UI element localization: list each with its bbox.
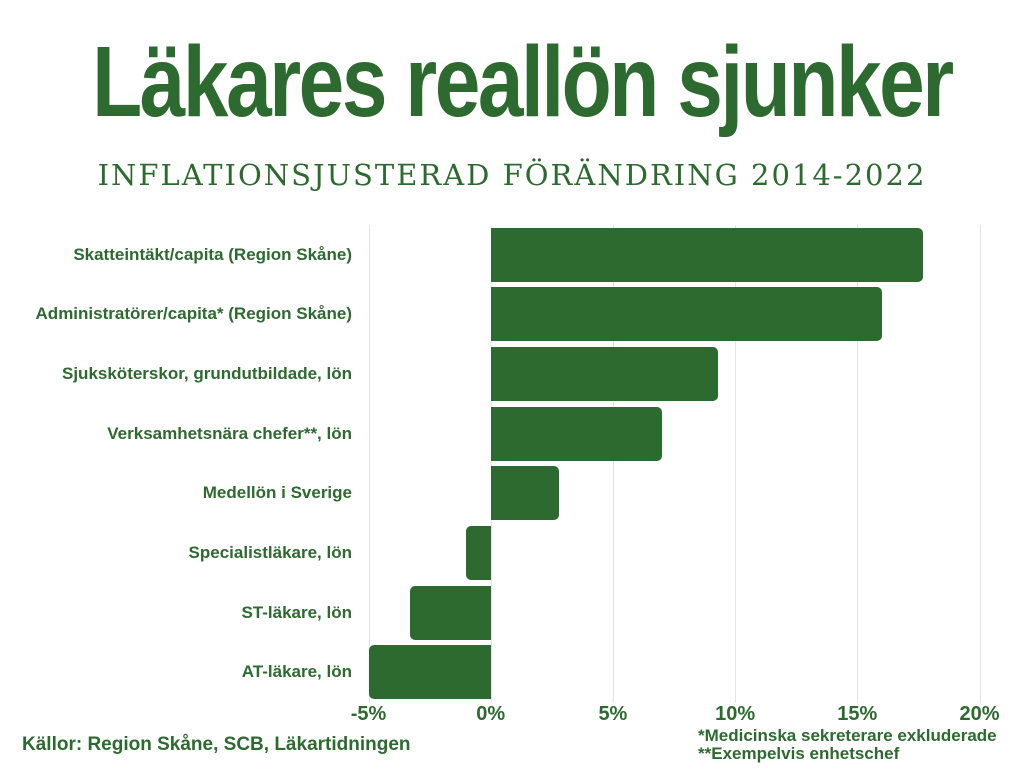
x-tick-label: 5% bbox=[598, 703, 628, 725]
bar-row-6 bbox=[410, 585, 491, 640]
bar-row-2 bbox=[490, 347, 718, 402]
footnote-medicinska: *Medicinska sekreterare exkluderade bbox=[698, 726, 997, 745]
sources-text: Källor: Region Skåne, SCB, Läkartidninge… bbox=[22, 734, 411, 755]
gridline-5% bbox=[612, 225, 614, 703]
bar-row-4 bbox=[490, 466, 560, 521]
footnote-exempelvis: **Exempelvis enhetschef bbox=[698, 744, 900, 764]
bar-row-0 bbox=[490, 227, 924, 282]
gridline-15% bbox=[857, 225, 859, 703]
footnotes-block: *Medicinska sekreterare exkluderade **Ex… bbox=[698, 726, 997, 764]
x-tick-label: 10% bbox=[715, 703, 756, 725]
x-tick-label: 0% bbox=[476, 703, 506, 725]
category-label: Administratörer/capita* (Region Skåne) bbox=[35, 304, 352, 324]
category-label: Medellön i Sverige bbox=[202, 483, 352, 503]
category-label: ST-läkare, lön bbox=[241, 602, 352, 622]
category-label: Sjuksköterskor, grundutbildade, lön bbox=[62, 364, 352, 384]
bar-row-7 bbox=[368, 645, 491, 700]
category-label: AT-läkare, lön bbox=[241, 662, 352, 682]
bar-row-3 bbox=[490, 406, 662, 461]
gridline-10% bbox=[735, 225, 737, 703]
x-tick-label: -5% bbox=[350, 703, 387, 725]
bar-row-1 bbox=[490, 287, 882, 342]
category-label: Skatteintäkt/capita (Region Skåne) bbox=[73, 244, 352, 264]
gridline-0% bbox=[490, 225, 492, 703]
page-subtitle: INFLATIONSJUSTERAD FÖRÄNDRING 2014-2022 bbox=[97, 158, 927, 192]
category-label: Verksamhetsnära chefer**, lön bbox=[107, 423, 352, 443]
x-tick-label: 15% bbox=[837, 703, 878, 725]
gridline-20% bbox=[979, 225, 981, 703]
x-tick-label: 20% bbox=[959, 703, 1000, 725]
category-label: Specialistläkare, lön bbox=[188, 542, 352, 562]
page-title: Läkares reallön sjunker bbox=[92, 26, 954, 138]
bar-row-5 bbox=[466, 525, 491, 580]
gridline--5% bbox=[368, 225, 370, 703]
